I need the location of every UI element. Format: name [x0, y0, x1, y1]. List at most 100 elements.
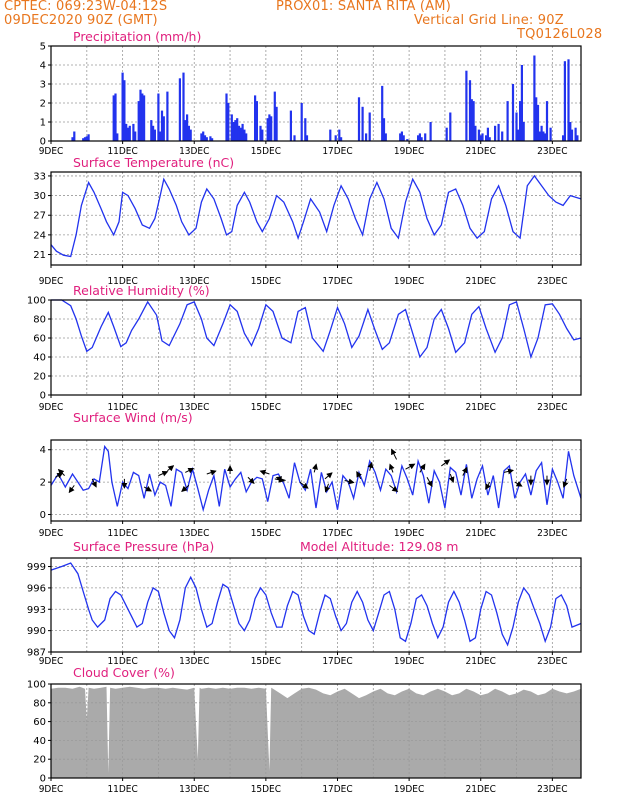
precip-bar: [540, 125, 543, 141]
temperature-xtick-label: 13DEC: [179, 276, 209, 287]
precip-bar: [535, 97, 538, 141]
cloud-ytick-label: 20: [33, 755, 46, 766]
precip-bar: [268, 114, 271, 141]
header-location: CPTEC: 069:23W-04:12S: [4, 0, 168, 14]
precip-bar: [544, 133, 547, 141]
precipitation-xtick-label: 21DEC: [466, 146, 496, 157]
precip-bar: [445, 127, 448, 141]
precip-bar: [470, 99, 473, 141]
precip-bar: [137, 101, 140, 141]
precip-bar: [545, 101, 549, 141]
humidity-xtick-label: 23DEC: [537, 402, 567, 413]
wind-vector: [405, 463, 416, 470]
wind-vector: [356, 471, 362, 480]
temperature-frame: [50, 171, 582, 266]
wind-xtick-label: 15DEC: [251, 528, 281, 539]
precip-bar: [361, 106, 364, 141]
humidity-xtick-label: 19DEC: [394, 402, 424, 413]
wind-vector: [367, 461, 374, 471]
precip-bar: [485, 135, 488, 141]
cloud-ytick-label: 0: [40, 774, 46, 785]
precip-bar: [381, 85, 384, 141]
precip-bar: [132, 123, 135, 141]
temperature-ytick-label: 24: [33, 230, 46, 241]
temperature-xtick-label: 15DEC: [251, 276, 281, 287]
precip-bar: [402, 135, 405, 141]
cloud-xtick-label: 19DEC: [394, 784, 424, 795]
precip-bar: [150, 120, 153, 141]
humidity-ytick-label: 60: [33, 334, 46, 345]
pressure-annotation: Model Altitude: 129.08 m: [300, 539, 458, 554]
precipitation-xtick-label: 15DEC: [251, 146, 281, 157]
wind-vector: [185, 467, 195, 474]
wind-vector: [448, 473, 455, 483]
precip-bar: [494, 125, 497, 141]
precip-bar: [340, 137, 343, 141]
wind-vector: [158, 470, 169, 477]
precip-bar: [234, 120, 237, 141]
precip-bar: [232, 122, 235, 141]
precip-bar: [121, 72, 124, 141]
humidity-ytick-label: 40: [33, 353, 46, 364]
temperature-line: [50, 174, 582, 258]
wind-vector: [389, 484, 399, 492]
precip-bar: [237, 125, 241, 141]
wind-vector: [485, 481, 491, 490]
wind-vector: [167, 465, 175, 472]
precipitation-xtick-label: 13DEC: [179, 146, 209, 157]
wind-xtick-label: 13DEC: [179, 528, 209, 539]
pressure-frame: [50, 557, 582, 653]
wind-xtick-label: 17DEC: [322, 528, 352, 539]
precip-bar: [114, 93, 117, 141]
temperature-xtick-label: 11DEC: [107, 276, 137, 287]
wind-vector: [419, 463, 426, 473]
cloud-xtick-label: 21DEC: [466, 784, 496, 795]
header-run-date: 09DEC2020 90Z (GMT): [4, 13, 158, 28]
precip-bar: [399, 133, 402, 141]
precip-bar: [205, 137, 208, 141]
precip-bar: [368, 112, 371, 141]
cloud-ytick-label: 40: [33, 736, 46, 747]
temperature-ytick-label: 30: [33, 191, 46, 202]
temperature-ytick-label: 21: [33, 250, 46, 261]
precip-bar: [382, 118, 386, 141]
precipitation-ytick-label: 2: [40, 99, 46, 110]
precip-bar: [203, 135, 207, 141]
pressure-title: Surface Pressure (hPa): [73, 539, 214, 554]
precip-bar: [259, 125, 262, 141]
precipitation-xtick-label: 19DEC: [394, 146, 424, 157]
humidity-xtick-label: 11DEC: [107, 402, 137, 413]
temperature-xtick-label: 9DEC: [39, 276, 64, 287]
humidity-ytick-label: 100: [27, 296, 46, 307]
humidity-line: [51, 299, 582, 360]
precip-bar: [420, 137, 423, 141]
temperature-ytick-label: 33: [33, 171, 46, 182]
precip-bar: [182, 72, 185, 141]
precip-bar: [143, 95, 146, 141]
wind-vector: [461, 466, 468, 476]
cloud-xtick-label: 23DEC: [537, 784, 567, 795]
precip-bar: [243, 129, 246, 141]
precip-bar: [334, 135, 337, 141]
pressure-xtick-label: 13DEC: [179, 656, 209, 667]
cloud-ytick-label: 100: [27, 680, 46, 691]
header-station: PROX01: SANTA RITA (AM): [276, 0, 451, 14]
precip-bar: [519, 101, 522, 141]
wind-vector: [503, 468, 514, 475]
cloud-ytick-label: 80: [33, 698, 46, 709]
precip-bar: [83, 137, 87, 141]
precip-bar: [273, 91, 276, 141]
precip-bar: [569, 122, 572, 141]
pressure-plot-area: [51, 558, 581, 652]
precip-bar: [261, 129, 264, 141]
wind-vector: [514, 481, 523, 487]
precip-bar: [329, 129, 332, 141]
precipitation-ytick-label: 1: [40, 118, 46, 129]
wind-vector: [181, 484, 190, 493]
precip-bar: [241, 123, 244, 141]
precip-bar: [200, 133, 203, 141]
temperature-xtick-label: 17DEC: [322, 276, 352, 287]
wind-ytick-label: 0: [40, 510, 46, 521]
pressure-ytick-label: 996: [27, 583, 46, 594]
precip-bar: [189, 129, 192, 141]
